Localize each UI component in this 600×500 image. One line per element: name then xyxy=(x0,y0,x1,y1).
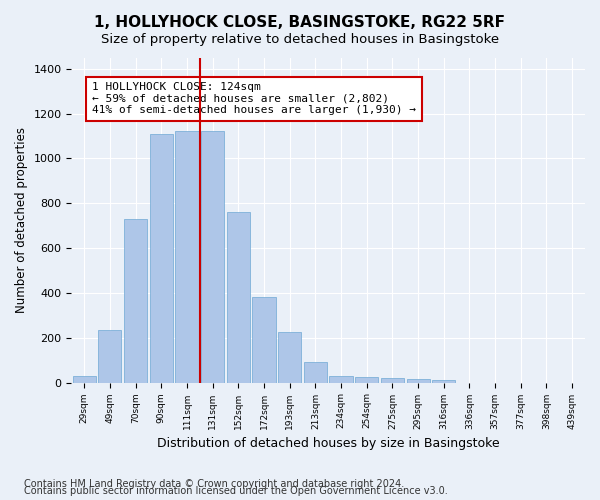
Text: Contains public sector information licensed under the Open Government Licence v3: Contains public sector information licen… xyxy=(24,486,448,496)
Bar xyxy=(432,380,455,382)
Bar xyxy=(124,219,147,382)
Y-axis label: Number of detached properties: Number of detached properties xyxy=(15,127,28,313)
Text: Contains HM Land Registry data © Crown copyright and database right 2024.: Contains HM Land Registry data © Crown c… xyxy=(24,479,404,489)
Text: 1 HOLLYHOCK CLOSE: 124sqm
← 59% of detached houses are smaller (2,802)
41% of se: 1 HOLLYHOCK CLOSE: 124sqm ← 59% of detac… xyxy=(92,82,416,116)
Bar xyxy=(73,376,96,382)
Bar xyxy=(201,132,224,382)
Bar xyxy=(329,376,353,382)
Bar xyxy=(253,298,275,382)
Bar xyxy=(98,330,121,382)
Bar xyxy=(355,377,378,382)
Bar xyxy=(304,362,327,382)
Text: 1, HOLLYHOCK CLOSE, BASINGSTOKE, RG22 5RF: 1, HOLLYHOCK CLOSE, BASINGSTOKE, RG22 5R… xyxy=(95,15,505,30)
X-axis label: Distribution of detached houses by size in Basingstoke: Distribution of detached houses by size … xyxy=(157,437,500,450)
Bar xyxy=(150,134,173,382)
Text: Size of property relative to detached houses in Basingstoke: Size of property relative to detached ho… xyxy=(101,32,499,46)
Bar xyxy=(278,332,301,382)
Bar xyxy=(227,212,250,382)
Bar xyxy=(381,378,404,382)
Bar xyxy=(407,379,430,382)
Bar xyxy=(175,132,199,382)
